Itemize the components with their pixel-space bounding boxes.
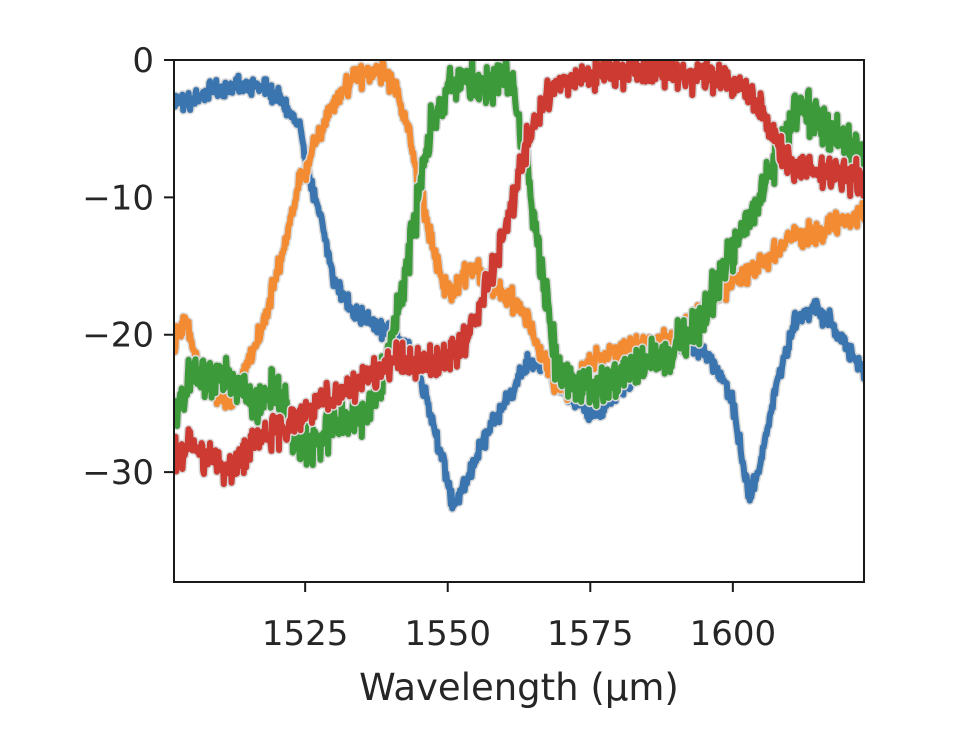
y-tick-label: 0 (132, 41, 154, 81)
channel-1-line (174, 72, 864, 512)
x-tick-label: 1525 (262, 614, 349, 654)
plot-frame (173, 59, 865, 583)
channel-2-line (174, 60, 864, 411)
y-tick-label: −30 (82, 453, 154, 493)
x-tick-label: 1575 (547, 614, 634, 654)
y-tick-label: −20 (82, 316, 154, 356)
x-tick-label: 1600 (690, 614, 777, 654)
x-axis-label: Wavelength (µm) (359, 666, 679, 709)
y-tick-label: −10 (82, 178, 154, 218)
channel-4-line (174, 60, 864, 488)
series-layer (174, 60, 864, 513)
ticks-layer: 1525 1550 1575 1600 0 −10 −20 −30 (82, 41, 776, 654)
x-tick-label: 1550 (404, 614, 491, 654)
